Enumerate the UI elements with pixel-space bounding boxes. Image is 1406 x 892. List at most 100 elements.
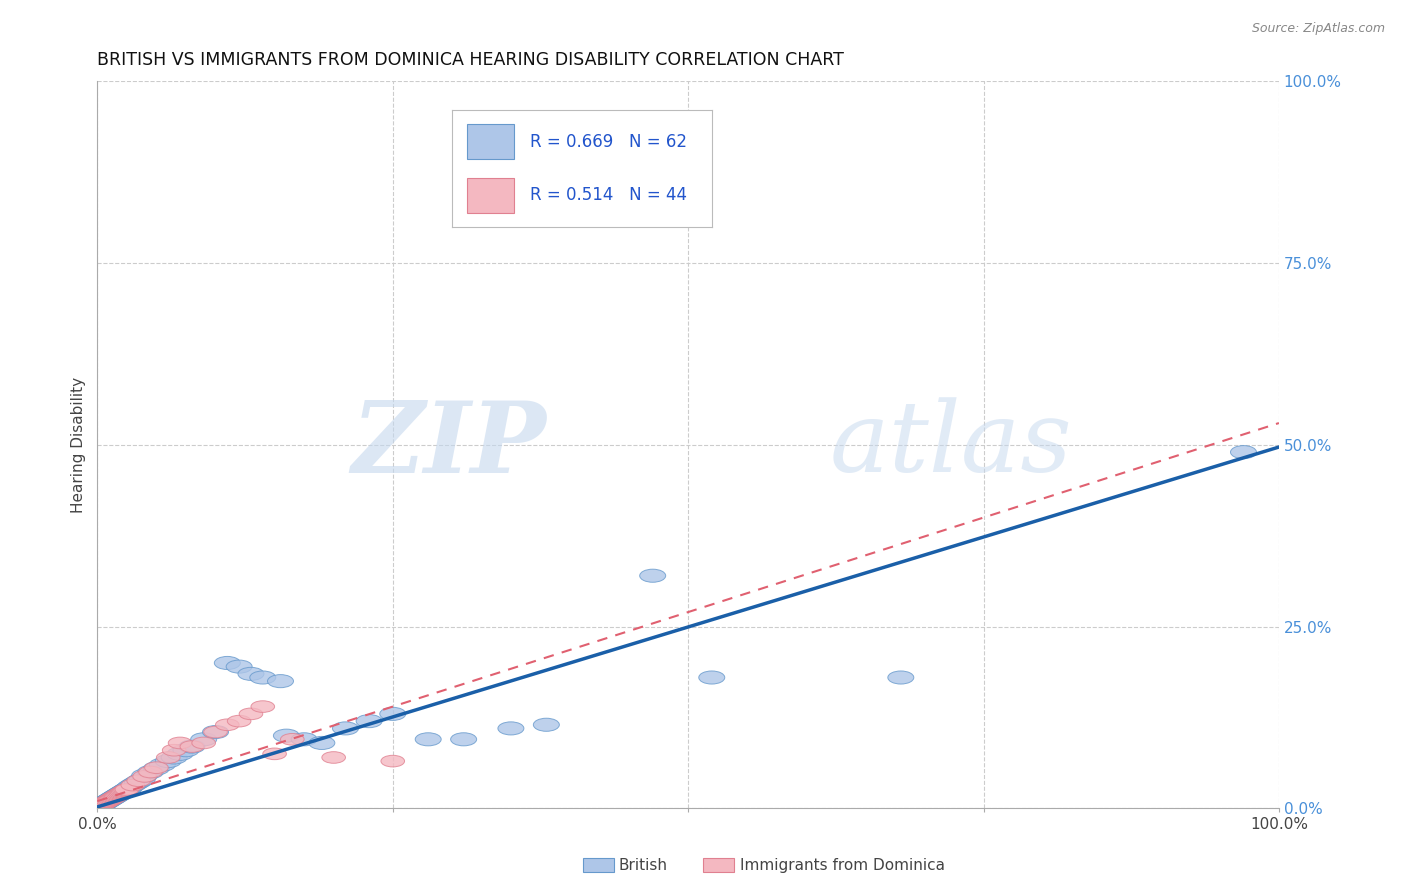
Ellipse shape	[87, 799, 112, 813]
Ellipse shape	[127, 774, 153, 788]
Ellipse shape	[104, 790, 128, 802]
Ellipse shape	[111, 786, 135, 797]
Ellipse shape	[149, 758, 176, 772]
Ellipse shape	[162, 751, 187, 764]
Text: BRITISH VS IMMIGRANTS FROM DOMINICA HEARING DISABILITY CORRELATION CHART: BRITISH VS IMMIGRANTS FROM DOMINICA HEAR…	[97, 51, 844, 69]
Ellipse shape	[640, 569, 665, 582]
Ellipse shape	[90, 797, 117, 811]
Ellipse shape	[309, 737, 335, 749]
Ellipse shape	[127, 775, 150, 787]
Ellipse shape	[101, 791, 127, 804]
Ellipse shape	[108, 787, 134, 799]
Ellipse shape	[107, 789, 131, 800]
Text: Source: ZipAtlas.com: Source: ZipAtlas.com	[1251, 22, 1385, 36]
Ellipse shape	[145, 762, 169, 773]
Ellipse shape	[533, 718, 560, 731]
Ellipse shape	[239, 708, 263, 720]
Ellipse shape	[129, 772, 155, 786]
Ellipse shape	[94, 797, 118, 808]
Text: atlas: atlas	[830, 397, 1073, 492]
Ellipse shape	[114, 784, 138, 796]
Ellipse shape	[498, 722, 524, 735]
Ellipse shape	[100, 793, 124, 805]
Ellipse shape	[115, 782, 141, 796]
Ellipse shape	[228, 715, 250, 727]
Ellipse shape	[138, 765, 163, 779]
Ellipse shape	[117, 781, 142, 795]
Ellipse shape	[1230, 446, 1257, 458]
Ellipse shape	[115, 784, 139, 796]
Ellipse shape	[381, 756, 405, 767]
Ellipse shape	[96, 794, 122, 807]
Ellipse shape	[103, 792, 125, 804]
Ellipse shape	[104, 789, 131, 802]
Ellipse shape	[180, 740, 204, 752]
Ellipse shape	[89, 799, 114, 812]
Y-axis label: Hearing Disability: Hearing Disability	[72, 376, 86, 513]
Ellipse shape	[94, 796, 120, 808]
Ellipse shape	[89, 798, 115, 812]
Ellipse shape	[103, 790, 128, 804]
Ellipse shape	[887, 671, 914, 684]
Ellipse shape	[167, 747, 193, 760]
Ellipse shape	[89, 800, 111, 812]
Ellipse shape	[108, 788, 132, 799]
Ellipse shape	[204, 726, 228, 738]
Ellipse shape	[91, 798, 115, 810]
Ellipse shape	[122, 777, 148, 790]
Ellipse shape	[103, 791, 127, 803]
Ellipse shape	[451, 732, 477, 746]
Ellipse shape	[110, 786, 135, 799]
Ellipse shape	[214, 657, 240, 670]
Ellipse shape	[356, 714, 382, 728]
Ellipse shape	[238, 667, 264, 681]
Ellipse shape	[699, 671, 724, 684]
Ellipse shape	[121, 780, 145, 791]
Ellipse shape	[112, 785, 136, 797]
Ellipse shape	[96, 796, 120, 807]
Ellipse shape	[191, 737, 215, 748]
Ellipse shape	[101, 792, 125, 804]
Ellipse shape	[415, 732, 441, 746]
Ellipse shape	[202, 725, 229, 739]
Ellipse shape	[103, 789, 129, 803]
Ellipse shape	[89, 799, 112, 812]
Ellipse shape	[97, 795, 121, 806]
Ellipse shape	[132, 771, 156, 782]
Ellipse shape	[280, 733, 304, 745]
Ellipse shape	[93, 797, 117, 809]
Ellipse shape	[143, 762, 170, 775]
Text: Immigrants from Dominica: Immigrants from Dominica	[740, 858, 945, 872]
Ellipse shape	[87, 801, 110, 813]
Ellipse shape	[250, 671, 276, 684]
Ellipse shape	[97, 793, 124, 806]
Ellipse shape	[98, 794, 122, 805]
Ellipse shape	[155, 755, 181, 768]
Ellipse shape	[120, 779, 146, 792]
Ellipse shape	[90, 799, 114, 811]
Ellipse shape	[100, 792, 125, 805]
Ellipse shape	[111, 784, 138, 797]
Ellipse shape	[118, 780, 143, 793]
Ellipse shape	[93, 796, 118, 809]
Ellipse shape	[169, 737, 191, 748]
Ellipse shape	[96, 796, 118, 807]
Ellipse shape	[105, 788, 132, 801]
Ellipse shape	[96, 795, 121, 807]
Text: British: British	[619, 858, 668, 872]
Ellipse shape	[110, 785, 136, 798]
Ellipse shape	[173, 744, 200, 756]
Ellipse shape	[291, 732, 318, 746]
Ellipse shape	[191, 732, 217, 746]
Ellipse shape	[162, 745, 186, 756]
Ellipse shape	[215, 719, 239, 731]
Ellipse shape	[263, 748, 287, 760]
Ellipse shape	[112, 784, 139, 797]
Ellipse shape	[114, 783, 139, 796]
Text: ZIP: ZIP	[352, 397, 547, 493]
Ellipse shape	[226, 660, 252, 673]
Ellipse shape	[322, 752, 346, 764]
Ellipse shape	[105, 789, 129, 801]
Ellipse shape	[132, 769, 157, 782]
Ellipse shape	[98, 792, 125, 805]
